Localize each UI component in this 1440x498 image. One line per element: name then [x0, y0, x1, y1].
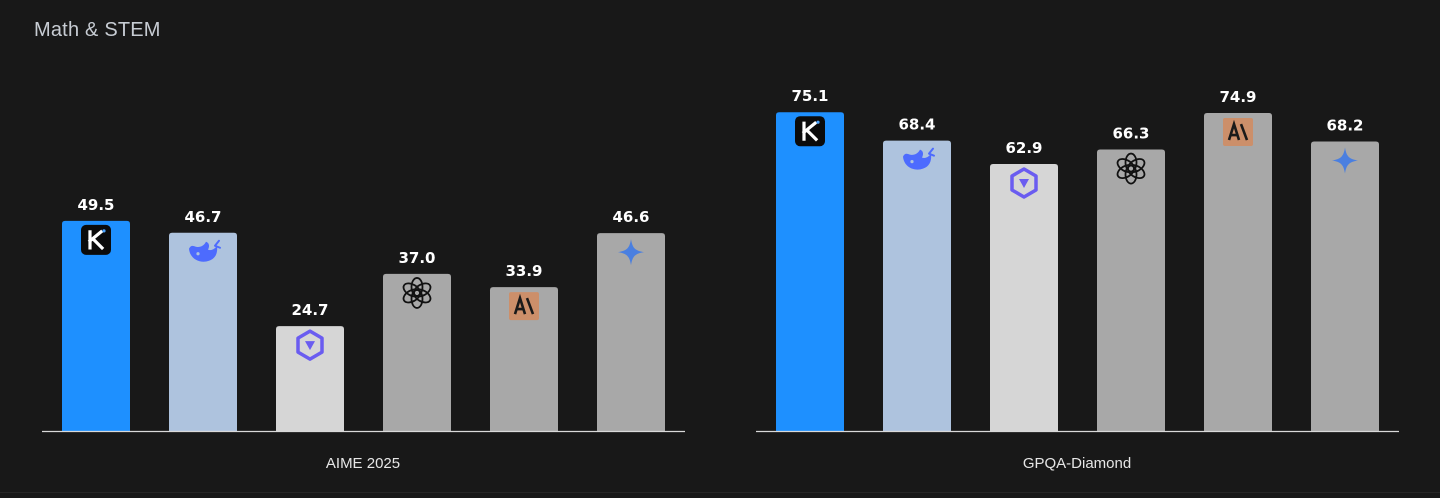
- bar-group: 37.0: [383, 249, 451, 431]
- bar-group: 68.4: [883, 116, 951, 431]
- chart-2: 75.1 68.4 62.9 66.3 74.9 68.2 GPQA-Diamond: [756, 87, 1399, 472]
- value-label: 75.1: [791, 87, 828, 105]
- bar-group: 74.9: [1204, 88, 1272, 431]
- bar: [1204, 113, 1272, 431]
- value-label: 68.4: [898, 116, 935, 134]
- bar: [883, 140, 951, 431]
- deepseek-whale-icon: [903, 147, 935, 170]
- bar: [169, 232, 237, 431]
- value-label: 49.5: [77, 196, 114, 214]
- bar-group: 46.7: [169, 208, 237, 431]
- kimi-icon: [81, 224, 111, 255]
- openai-icon: [402, 277, 432, 309]
- value-label: 66.3: [1112, 125, 1149, 143]
- value-label: 62.9: [1005, 139, 1042, 157]
- bar-group: 68.2: [1311, 116, 1379, 431]
- value-label: 68.2: [1326, 116, 1363, 134]
- value-label: 24.7: [291, 301, 328, 319]
- value-label: 74.9: [1219, 88, 1256, 106]
- chart-1: 49.5 46.7 24.7 37.0 33.9 46.6 AIME 2025: [42, 196, 685, 472]
- gemini-sparkle-icon: [618, 239, 644, 266]
- bar: [990, 163, 1058, 431]
- qwen-icon: [1010, 167, 1038, 199]
- bar-group: 66.3: [1097, 125, 1165, 431]
- bar: [1311, 141, 1379, 431]
- openai-icon: [1116, 152, 1146, 185]
- bar: [62, 220, 130, 431]
- bar: [276, 326, 344, 431]
- value-label: 46.7: [184, 208, 221, 226]
- bar-group: 46.6: [597, 208, 665, 431]
- deepseek-whale-icon: [189, 239, 221, 262]
- bar: [490, 287, 558, 431]
- qwen-icon: [296, 329, 324, 361]
- bar-group: 33.9: [490, 262, 558, 431]
- section-title: Math & STEM: [34, 19, 161, 41]
- bar: [776, 112, 844, 431]
- x-axis-label: AIME 2025: [326, 455, 400, 472]
- anthropic-icon: [509, 292, 539, 321]
- gemini-sparkle-icon: [1332, 147, 1358, 174]
- bar: [597, 233, 665, 431]
- value-label: 46.6: [612, 208, 649, 226]
- value-label: 33.9: [505, 262, 542, 280]
- bar-group: 75.1: [776, 87, 844, 431]
- bar-group: 49.5: [62, 196, 130, 431]
- bar: [1097, 149, 1165, 431]
- bar-group: 24.7: [276, 301, 344, 431]
- anthropic-icon: [1223, 118, 1253, 147]
- bar: [383, 273, 451, 431]
- bar-group: 62.9: [990, 139, 1058, 431]
- value-label: 37.0: [398, 249, 435, 267]
- kimi-icon: [795, 116, 825, 147]
- x-axis-label: GPQA-Diamond: [1023, 455, 1131, 472]
- divider: [0, 492, 1440, 493]
